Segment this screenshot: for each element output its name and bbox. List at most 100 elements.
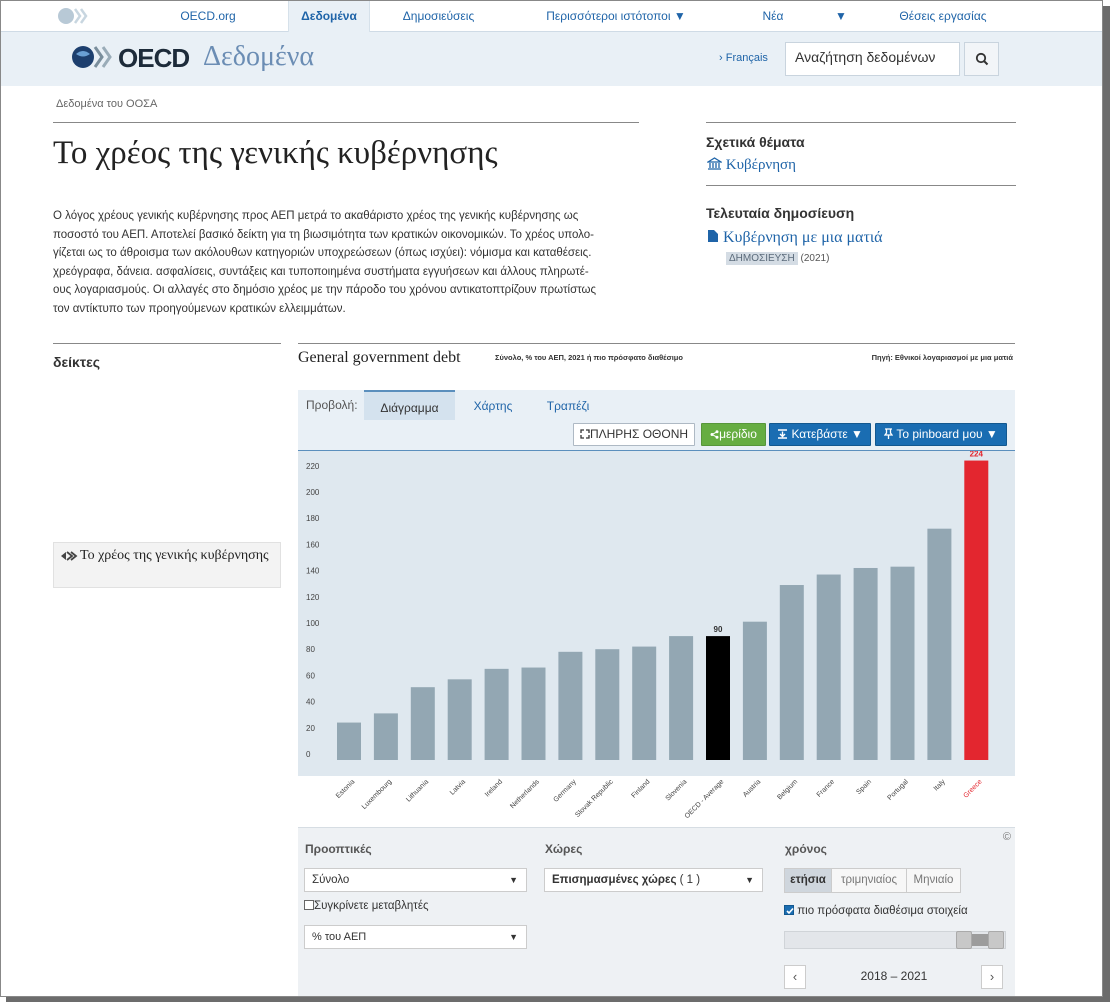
x-tick-label[interactable]: Ireland	[484, 778, 504, 798]
oecd-logo-icon[interactable]	[71, 44, 119, 70]
copyright-icon[interactable]: ©	[1002, 831, 1011, 843]
freq-annual-button[interactable]: ετήσια	[784, 868, 832, 893]
tab-chart[interactable]: Διάγραμμα	[364, 390, 455, 420]
share-button[interactable]: μερίδιο	[701, 423, 766, 446]
fullscreen-icon	[580, 429, 590, 439]
language-switch-link[interactable]: › Français	[719, 52, 768, 64]
x-tick-label[interactable]: Slovenia	[665, 778, 689, 802]
x-tick-label[interactable]: Austria	[742, 778, 762, 798]
range-prev-button[interactable]: ‹	[784, 965, 806, 989]
bar-ireland[interactable]	[484, 668, 509, 760]
x-tick-label[interactable]: Greece	[963, 778, 984, 799]
nav-more-sites[interactable]: Περισσότεροι ιστότοποι ▼	[546, 9, 686, 23]
y-tick-label: 220	[306, 462, 320, 471]
download-button[interactable]: Κατεβάστε ▼	[769, 423, 871, 446]
x-tick-label[interactable]: Portugal	[887, 778, 911, 802]
bar-finland[interactable]	[632, 646, 657, 760]
latest-available-checkbox[interactable]: πιο πρόσφατα διαθέσιμα στοιχεία	[784, 905, 968, 917]
bar-belgium[interactable]	[779, 585, 804, 760]
pinboard-button[interactable]: Το pinboard μου ▼	[875, 423, 1007, 446]
tab-table[interactable]: Τραπέζι	[546, 399, 590, 413]
x-tick-label[interactable]: Latvia	[449, 778, 467, 796]
download-label[interactable]: Κατεβάστε ▼	[791, 427, 863, 441]
divider	[298, 343, 1015, 344]
bar-france[interactable]	[816, 574, 841, 760]
search-button[interactable]	[964, 42, 999, 76]
checkbox-unchecked-icon[interactable]	[304, 900, 314, 910]
countries-select-value[interactable]: Επισημασμένες χώρες	[552, 874, 677, 886]
x-tick-label[interactable]: Slovak Republic	[574, 778, 615, 819]
bar-latvia[interactable]	[447, 679, 472, 760]
perspective-select[interactable]: Σύνολο ▼	[304, 868, 527, 892]
bar-portugal[interactable]	[890, 566, 915, 760]
indicator-item-government-debt[interactable]: Το χρέος της γενικής κυβέρνησης	[53, 542, 281, 588]
checkbox-checked-icon[interactable]	[784, 905, 794, 915]
compare-variables-checkbox[interactable]: Συγκρίνετε μεταβλητές	[304, 900, 429, 912]
countries-select[interactable]: Επισημασμένες χώρες ( 1 ) ▼	[544, 868, 763, 892]
oecd-small-logo-icon[interactable]	[57, 7, 91, 25]
nav-data[interactable]: Δεδομένα	[288, 1, 370, 32]
chart-source[interactable]: Πηγή: Εθνικοί λογαριασμοί με μια ματιά	[871, 353, 1013, 362]
bar-netherlands[interactable]	[521, 667, 546, 760]
fullscreen-label[interactable]: ΠΛΗΡΗΣ ΟΘΟΝΗ	[589, 427, 689, 441]
nav-jobs[interactable]: Θέσεις εργασίας	[899, 9, 987, 23]
y-tick-label: 80	[306, 645, 315, 654]
pin-icon	[883, 428, 894, 439]
range-end-handle[interactable]	[988, 931, 1004, 949]
range-start-handle[interactable]	[956, 931, 972, 949]
x-tick-label[interactable]: Estonia	[335, 778, 357, 800]
x-tick-label[interactable]: Spain	[855, 778, 873, 796]
logo-wordmark[interactable]: OECD	[118, 43, 190, 73]
bar-luxembourg[interactable]	[373, 713, 398, 760]
bar-slovak-republic[interactable]	[595, 649, 620, 760]
latest-publication-label[interactable]: Κυβέρνηση με μια ματιά	[723, 229, 883, 246]
x-tick-label[interactable]: Luxembourg	[361, 778, 394, 811]
countries-count[interactable]: ( 1 )	[679, 874, 701, 886]
y-tick-label: 0	[306, 750, 311, 759]
bar-germany[interactable]	[558, 651, 583, 760]
unit-select[interactable]: % του ΑΕΠ ▼	[304, 925, 527, 949]
x-tick-label[interactable]: OECD - Average	[684, 778, 726, 820]
indicator-item-label[interactable]: Το χρέος της γενικής κυβέρνησης	[80, 548, 269, 563]
bar-austria[interactable]	[742, 621, 767, 760]
bar-slovenia[interactable]	[669, 636, 694, 760]
perspective-select-value[interactable]: Σύνολο	[312, 874, 350, 886]
x-tick-label[interactable]: Netherlands	[509, 778, 541, 810]
freq-quarterly-button[interactable]: τριμηνιαίος	[831, 868, 907, 893]
logo-section-name[interactable]: Δεδομένα	[203, 41, 315, 72]
pinboard-label[interactable]: Το pinboard μου ▼	[896, 427, 998, 441]
latest-available-label[interactable]: πιο πρόσφατα διαθέσιμα στοιχεία	[797, 905, 968, 917]
unit-select-value[interactable]: % του ΑΕΠ	[312, 931, 367, 943]
bar-italy[interactable]	[927, 528, 952, 760]
compare-variables-label[interactable]: Συγκρίνετε μεταβλητές	[314, 900, 429, 912]
freq-monthly-button[interactable]: Μηνιαίο	[906, 868, 961, 893]
bar-lithuania[interactable]	[410, 687, 435, 760]
bar-chart: 0 20 40 60 80 100 120 140 160 180 200 220 90 224	[306, 450, 989, 760]
top-nav: OECD.org Δεδομένα Δημοσιεύσεις Περισσότε…	[1, 1, 1102, 32]
breadcrumb[interactable]: Δεδομένα του ΟΟΣΑ	[56, 98, 158, 110]
nav-news[interactable]: Νέα	[762, 9, 784, 23]
bar-oecd-average[interactable]	[706, 636, 730, 760]
range-next-button[interactable]: ›	[981, 965, 1003, 989]
related-topic-link[interactable]: Κυβέρνηση	[705, 157, 796, 174]
chart-title: General government debt	[298, 349, 461, 366]
latest-publication-link[interactable]: Κυβέρνηση με μια ματιά	[707, 229, 883, 247]
bar-spain[interactable]	[853, 567, 878, 760]
x-tick-label[interactable]: Italy	[933, 778, 947, 792]
bar-greece[interactable]	[964, 460, 989, 760]
nav-oecd-org[interactable]: OECD.org	[180, 9, 236, 23]
share-label[interactable]: μερίδιο	[719, 427, 757, 441]
time-range-slider[interactable]	[784, 931, 1006, 949]
nav-news-dropdown[interactable]: ▼	[835, 9, 847, 23]
bar-estonia[interactable]	[337, 722, 361, 760]
tab-map[interactable]: Χάρτης	[473, 399, 513, 413]
related-topic-label[interactable]: Κυβέρνηση	[725, 157, 796, 173]
fullscreen-button[interactable]: ΠΛΗΡΗΣ ΟΘΟΝΗ	[573, 423, 695, 446]
x-tick-label[interactable]: Finland	[630, 778, 651, 799]
x-tick-label[interactable]: Germany	[553, 778, 579, 804]
x-tick-label[interactable]: Lithuania	[405, 778, 430, 803]
x-tick-label[interactable]: Belgium	[776, 778, 799, 801]
search-input[interactable]: Αναζήτηση δεδομένων	[785, 42, 960, 76]
x-tick-label[interactable]: France	[816, 778, 836, 798]
nav-publications[interactable]: Δημοσιεύσεις	[402, 9, 475, 23]
